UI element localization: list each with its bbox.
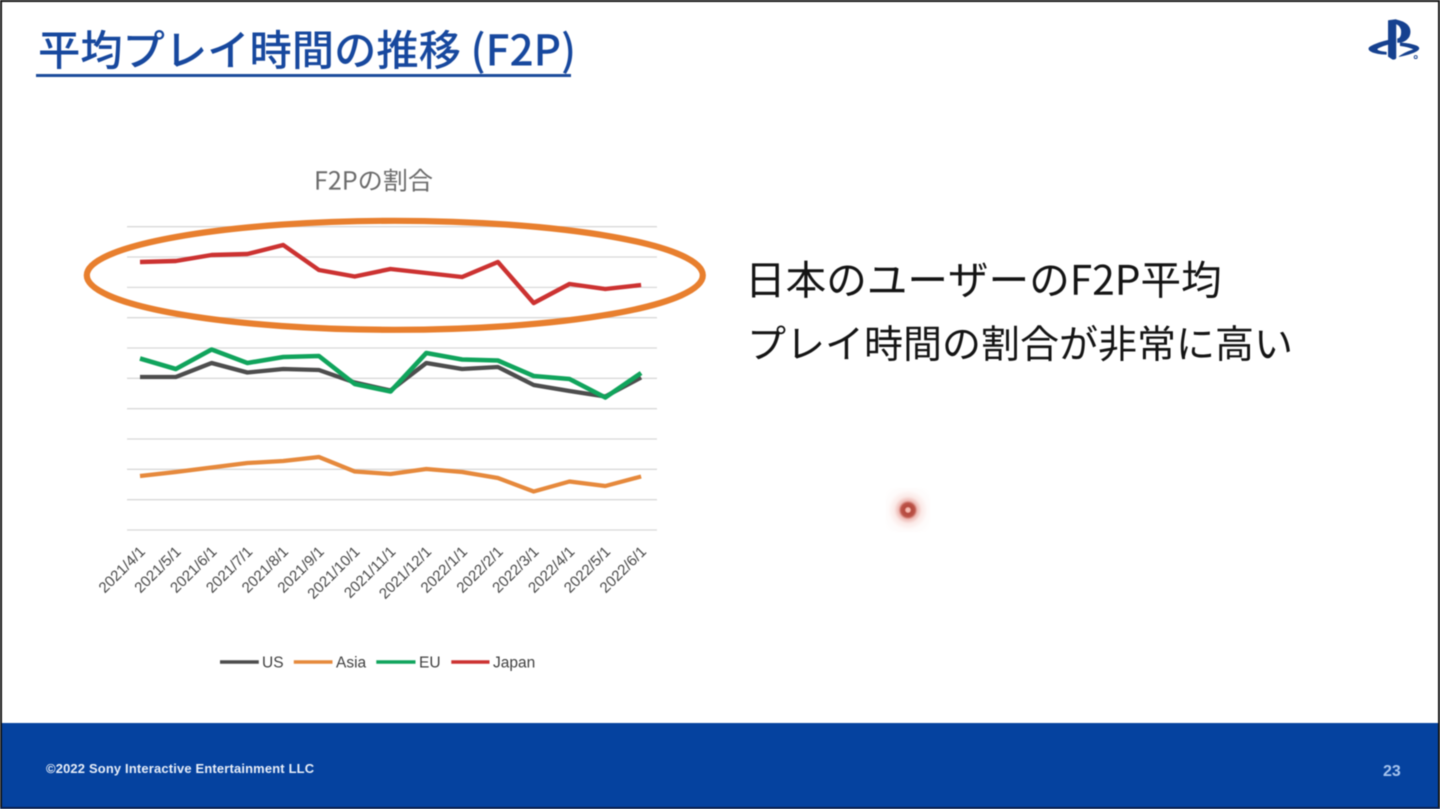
svg-text:Japan: Japan	[493, 655, 535, 672]
svg-text:Asia: Asia	[336, 655, 367, 672]
svg-text:US: US	[262, 655, 284, 672]
svg-text:EU: EU	[419, 655, 441, 672]
